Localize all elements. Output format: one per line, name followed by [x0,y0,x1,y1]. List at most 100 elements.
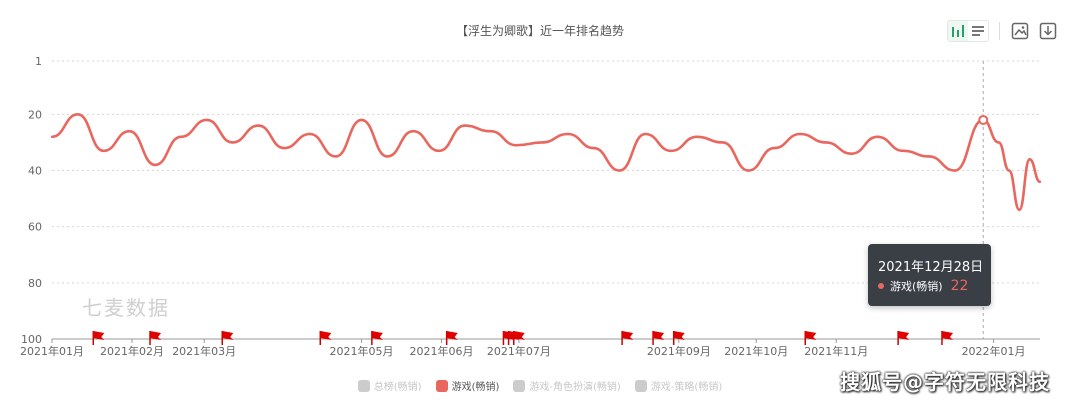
toolbar-divider [999,22,1000,40]
tooltip-series-name: 游戏(畅销) [890,280,943,293]
highlighted-point[interactable] [978,114,989,125]
data-point [360,118,363,122]
tooltip-date: 2021年12月28日 [878,260,984,275]
event-flag[interactable] [445,331,458,345]
legend-swatch [513,379,526,392]
data-point [1007,169,1011,172]
data-point [257,124,260,127]
x-tick-label: 2021年10月 [724,344,788,358]
y-tick-label: 100 [21,333,42,346]
data-point [747,169,750,172]
event-flag[interactable] [621,331,634,345]
download-icon[interactable] [1038,21,1058,41]
x-tick-label: 2021年02月 [100,344,164,358]
data-point [592,146,595,150]
event-flag[interactable] [897,331,910,345]
data-point [1038,180,1042,183]
data-point [927,155,931,158]
data-point [231,141,234,144]
x-tick-label: 2021年11月 [804,344,868,358]
data-point [334,155,337,158]
data-point [179,135,183,139]
grid-lines [52,60,1040,340]
data-point [773,146,776,150]
bar-chart-icon[interactable] [948,21,968,41]
event-flag[interactable] [221,331,234,345]
view-toggle [947,20,989,42]
chart-toolbar [947,20,1058,42]
image-save-icon[interactable] [1010,21,1030,41]
data-point [618,169,621,172]
list-icon[interactable] [968,21,988,41]
x-tick-label: 2022年01月 [962,344,1026,358]
series-line-group [50,113,1042,212]
event-flag[interactable] [319,331,332,345]
legend-item[interactable]: 游戏-角色扮演(畅销) [513,378,621,393]
tooltip-row: 游戏(畅销) 22 [878,278,968,294]
flag-markers [92,331,953,345]
series-line-游戏畅销[interactable] [51,113,1041,212]
x-tick-label: 2021年05月 [330,344,394,358]
y-tick-label: 40 [28,165,42,178]
legend-item[interactable]: 游戏-策略(畅销) [634,378,723,393]
legend: 总榜(畅销) 游戏(畅销) 游戏-角色扮演(畅销) 游戏-策略(畅销) [0,378,1080,393]
data-point [644,132,647,136]
chart-title: 【浮生为卿歌】近一年排名趋势 [455,24,624,38]
data-point [1028,158,1031,161]
event-flag[interactable] [149,331,162,345]
data-point [128,130,131,133]
legend-item[interactable]: 总榜(畅销) [357,378,422,393]
legend-label: 游戏-角色扮演(畅销) [529,382,621,393]
watermark: 七麦数据 [82,296,170,320]
legend-swatch [435,379,448,392]
data-point [1018,208,1021,212]
event-flag[interactable] [371,331,383,345]
tooltip-value: 22 [950,278,969,294]
data-point [386,155,389,158]
data-point [489,130,492,133]
data-point [876,135,879,139]
data-point [953,169,957,172]
event-flag[interactable] [513,331,525,345]
tooltip: 2021年12月28日 游戏(畅销) 22 [868,244,991,306]
data-point [902,149,905,153]
data-point [798,132,802,136]
source-credit: 搜狐号@字符无限科技 [840,370,1050,394]
legend-label: 总榜(畅销) [373,382,422,393]
data-point [153,163,157,167]
data-point [437,149,441,153]
event-flag[interactable] [804,331,817,345]
data-point [463,124,466,127]
y-tick-label: 80 [28,277,42,290]
data-point [515,144,518,147]
data-point [540,141,544,144]
data-point [566,132,570,136]
x-tick-label: 2021年03月 [172,344,236,358]
legend-swatch [634,379,647,392]
data-point [695,135,699,139]
event-flag[interactable] [92,331,105,345]
data-point [102,149,105,153]
event-flag[interactable] [941,331,953,345]
data-point [850,152,853,155]
event-flag[interactable] [672,331,685,345]
x-tick-label: 2021年09月 [647,344,711,358]
legend-label: 游戏(畅销) [451,382,500,393]
legend-label: 游戏-策略(畅销) [650,382,723,393]
data-point [824,141,828,144]
data-point [308,132,312,136]
data-point [50,135,54,139]
data-point [669,149,673,153]
data-point [997,141,1000,144]
legend-swatch [357,379,370,392]
legend-item[interactable]: 游戏(畅销) [435,378,500,393]
y-tick-label: 1 [35,55,42,68]
x-tick-label: 2021年07月 [487,344,551,358]
data-point [282,146,286,150]
event-flag[interactable] [652,331,665,345]
y-tick-label: 60 [28,221,42,234]
x-tick-label: 2021年06月 [410,344,474,358]
data-point [76,113,79,116]
